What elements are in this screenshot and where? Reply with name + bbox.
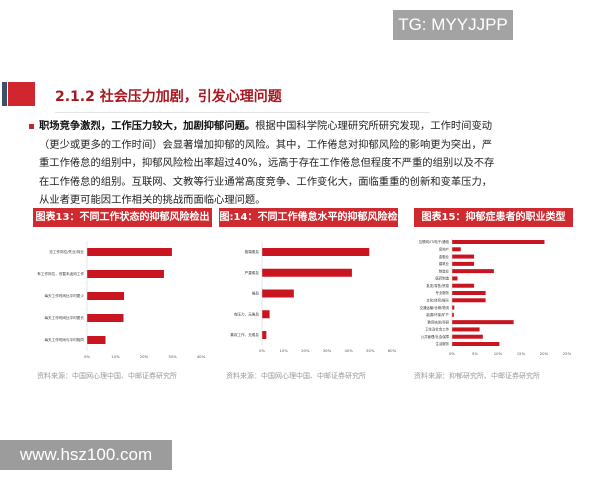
- bar: [452, 312, 454, 317]
- bar: [262, 289, 294, 298]
- category-label: 专业服务: [435, 290, 449, 295]
- bar: [87, 336, 106, 344]
- chart15-title: 图表15：抑郁症患者的职业类型: [414, 208, 573, 227]
- paragraph-lead: 职场竞争激烈，工作压力较大，加剧抑郁问题。: [39, 120, 256, 132]
- paragraph-body: 根据中国科学院心理研究所研究发现，工作时间变动（更少或更多的工作时间）会显著增加…: [39, 120, 495, 206]
- category-label: 文化/体育/娱乐: [426, 297, 449, 302]
- tick-label: 20%: [301, 348, 310, 353]
- bar: [452, 327, 480, 332]
- chart14-source: 资料来源：中国网心理中国、中邮证券研究所: [226, 372, 366, 380]
- tick-label: 40%: [344, 348, 353, 353]
- bar: [452, 320, 514, 325]
- category-label: 极端倦怠: [245, 249, 260, 254]
- header-accent-red: [8, 82, 35, 106]
- tick-label: 0%: [84, 354, 90, 359]
- bar: [262, 268, 352, 277]
- bar: [87, 292, 125, 300]
- bar: [452, 240, 545, 244]
- tick-label: 10%: [279, 348, 288, 353]
- tick-label: 10%: [494, 351, 503, 356]
- tick-label: 0%: [259, 348, 265, 353]
- bar: [452, 342, 500, 346]
- category-label: 每天工作时间比平时更长: [44, 315, 84, 320]
- tick-label: 10%: [111, 354, 120, 359]
- bar: [452, 334, 483, 339]
- watermark-top: TG: MYYJJPP: [393, 10, 513, 40]
- section-title: 2.1.2 社会压力加剧，引发心理问题: [55, 89, 282, 105]
- category-label: 制造业: [439, 268, 450, 273]
- tick-label: 20%: [140, 354, 149, 359]
- bar: [262, 310, 270, 319]
- bar: [452, 283, 475, 288]
- bar: [262, 331, 267, 339]
- bar: [452, 261, 475, 266]
- bar: [452, 298, 486, 303]
- bar: [452, 291, 486, 295]
- category-label: 公共管理/社会保障: [421, 334, 450, 339]
- category-label: 喜欢工作，无倦怠: [230, 332, 259, 337]
- chart13: 无工作岗位/失业/待业有工作岗位，但暂未返岗工作每天工作时间比平时更少每天工作时…: [37, 241, 206, 359]
- title-divider: [55, 112, 430, 113]
- category-label: 严重倦怠: [245, 270, 260, 275]
- category-label: 批发/零售/贸易: [426, 283, 449, 288]
- tick-label: 40%: [197, 354, 206, 359]
- tick-label: 30%: [168, 354, 177, 359]
- bar: [87, 248, 172, 256]
- category-label: 建筑业: [439, 261, 450, 266]
- bar: [87, 314, 124, 322]
- category-label: 卫生及社会工作: [425, 327, 449, 332]
- tick-label: 0%: [449, 351, 455, 356]
- category-label: 倦怠: [252, 291, 260, 296]
- category-label: 交通运输/仓储/物流: [420, 305, 450, 310]
- bar: [87, 270, 164, 278]
- category-label: 无工作岗位/失业/待业: [49, 249, 84, 254]
- chart14-title: 图:14：不同工作倦怠水平的抑郁风险检出率: [219, 208, 398, 242]
- body-paragraph: 职场竞争激烈，工作压力较大，加剧抑郁问题。根据中国科学院心理研究所研究发现，工作…: [39, 117, 499, 210]
- chart13-title: 图表13：不同工作状态的抑郁风险检出率: [33, 208, 212, 242]
- category-label: 教育培训/科研: [428, 319, 450, 324]
- category-label: 互联网/IT/电子/通信: [419, 239, 450, 244]
- category-label: 每天工作时间比平时更少: [44, 293, 84, 298]
- bar: [452, 247, 461, 252]
- bar: [452, 254, 475, 259]
- tick-label: 20%: [540, 351, 549, 356]
- category-label: 有压力，无倦怠: [234, 311, 260, 316]
- category-label: 生活服务: [435, 341, 449, 346]
- bar: [452, 269, 494, 274]
- tick-label: 30%: [323, 348, 332, 353]
- bar: [452, 276, 458, 281]
- tick-label: 5%: [472, 351, 478, 356]
- category-label: 每天工作时间与平时相同: [44, 337, 84, 342]
- category-label: 金融业: [439, 254, 450, 259]
- category-label: 有工作岗位，但暂未返岗工作: [37, 271, 84, 276]
- bullet-icon: [29, 124, 34, 129]
- category-label: 能源/环保/矿产: [426, 312, 449, 317]
- category-label: 医药制造: [435, 276, 449, 281]
- tick-label: 25%: [563, 351, 572, 356]
- tick-label: 15%: [517, 351, 526, 356]
- watermark-bottom: www.hsz100.com: [0, 440, 172, 470]
- category-label: 房地产: [439, 246, 450, 251]
- chart15: 互联网/IT/电子/通信房地产金融业建筑业制造业医药制造批发/零售/贸易专业服务…: [419, 238, 572, 356]
- tick-label: 50%: [366, 348, 375, 353]
- chart15-source: 资料来源：抑郁研究所、中邮证券研究所: [414, 372, 540, 380]
- chart13-source: 资料来源：中国网心理中国、中邮证券研究所: [37, 372, 177, 380]
- tick-label: 60%: [388, 348, 397, 353]
- bar: [262, 248, 370, 256]
- header-accent-blue: [2, 82, 7, 106]
- bar: [452, 305, 455, 310]
